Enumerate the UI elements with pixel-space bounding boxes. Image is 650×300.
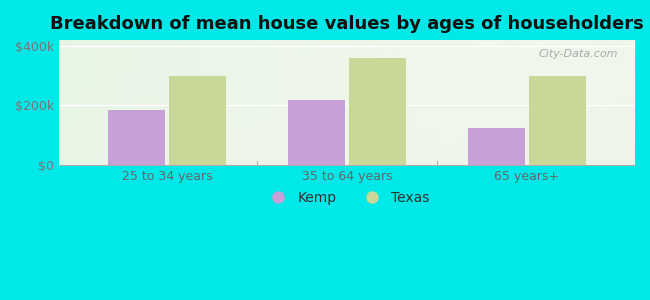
Bar — [108, 110, 165, 165]
Bar — [169, 76, 226, 165]
Bar — [529, 76, 586, 165]
Legend: Kemp, Texas: Kemp, Texas — [259, 185, 435, 210]
Bar — [349, 58, 406, 165]
Text: City-Data.com: City-Data.com — [538, 49, 617, 59]
Bar — [467, 128, 525, 165]
Title: Breakdown of mean house values by ages of householders: Breakdown of mean house values by ages o… — [50, 15, 644, 33]
Bar — [287, 100, 345, 165]
